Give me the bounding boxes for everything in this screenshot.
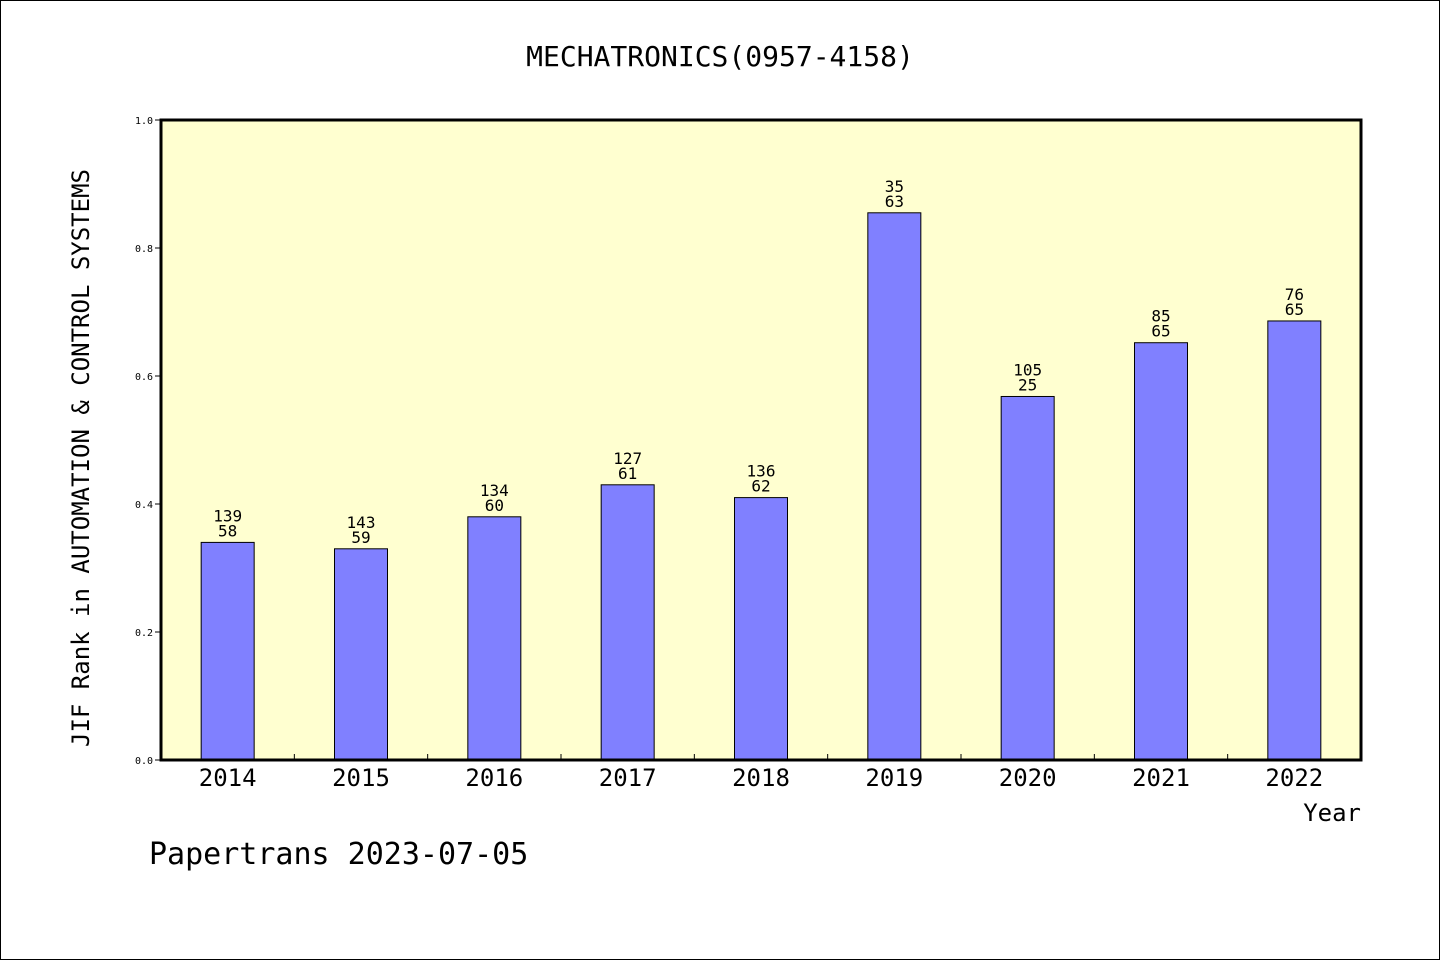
plot-border (159, 118, 1363, 762)
bar-label-top-2021: 85 (1151, 307, 1170, 326)
bar-label-top-2018: 136 (747, 462, 776, 481)
x-tick-label-2014: 2014 (199, 764, 257, 792)
bar-label-top-2014: 139 (213, 506, 242, 525)
x-axis-label: Year (1303, 799, 1361, 827)
bar-label-bottom-2022: 65 (1285, 300, 1304, 319)
bar-2021 (1134, 342, 1188, 761)
bar-label-top-2022: 76 (1285, 285, 1304, 304)
y-axis-label: JIF Rank in AUTOMATION & CONTROL SYSTEMS (67, 169, 95, 747)
x-tick-label-2018: 2018 (732, 764, 790, 792)
bar-label-top-2015: 143 (347, 513, 376, 532)
bar-label-bottom-2020: 25 (1018, 375, 1037, 394)
bar-2018 (734, 497, 788, 761)
bar-2014 (200, 541, 255, 761)
x-tick-label-2020: 2020 (999, 764, 1057, 792)
bar-2022 (1267, 320, 1322, 761)
x-tick-label-2017: 2017 (599, 764, 657, 792)
y-tick-label: 1.0 (135, 116, 153, 127)
bar-label-top-2020: 105 (1013, 360, 1042, 379)
x-axis: 2014 2015 2016 2017 2018 2019 2020 2021 2022 (199, 754, 1323, 792)
x-tick-label-2022: 2022 (1265, 764, 1323, 792)
y-axis: 0.0 0.2 0.4 0.6 0.8 1.0 (135, 116, 161, 767)
x-tick-label-2015: 2015 (332, 764, 390, 792)
bar-label-bottom-2016: 60 (485, 496, 504, 515)
bar-label-bottom-2021: 65 (1151, 322, 1170, 341)
y-tick-label: 0.0 (135, 756, 153, 767)
y-tick-label: 0.6 (135, 372, 153, 383)
x-tick-label-2019: 2019 (865, 764, 923, 792)
y-tick-label: 0.8 (135, 244, 153, 255)
bar-label-bottom-2019: 63 (885, 192, 904, 211)
bar-label-bottom-2015: 59 (351, 528, 370, 547)
bar-2015 (334, 548, 388, 761)
bar-label-top-2017: 127 (613, 449, 642, 468)
bar-label-top-2019: 35 (885, 177, 904, 196)
x-tick-label-2021: 2021 (1132, 764, 1190, 792)
bar-2019 (867, 212, 922, 761)
y-tick-label: 0.4 (135, 500, 153, 511)
y-tick-label: 0.2 (135, 628, 153, 639)
chart-title: MECHATRONICS(0957-4158) (526, 40, 914, 73)
bar-2016 (467, 516, 522, 761)
bar-2017 (600, 484, 655, 761)
bar-label-top-2016: 134 (480, 481, 509, 500)
bar-label-bottom-2017: 61 (618, 464, 637, 483)
footer-credit: Papertrans 2023-07-05 (149, 837, 528, 872)
bar-label-bottom-2014: 58 (218, 521, 237, 540)
bar-2020 (1000, 395, 1055, 761)
x-tick-label-2016: 2016 (465, 764, 523, 792)
bar-label-bottom-2018: 62 (751, 477, 770, 496)
